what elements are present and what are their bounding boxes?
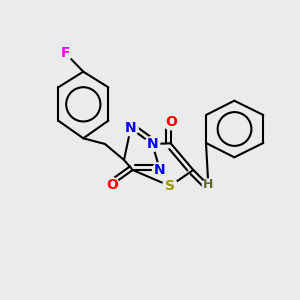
Circle shape — [163, 115, 178, 130]
Text: H: H — [203, 178, 214, 191]
Text: O: O — [106, 178, 118, 192]
Circle shape — [202, 179, 214, 191]
Circle shape — [104, 178, 119, 193]
Circle shape — [58, 45, 73, 60]
Text: O: O — [165, 115, 177, 129]
Circle shape — [152, 163, 167, 178]
Text: F: F — [60, 46, 70, 60]
Circle shape — [163, 178, 178, 194]
Circle shape — [145, 136, 160, 152]
Text: N: N — [125, 121, 136, 135]
Circle shape — [123, 121, 138, 136]
Text: S: S — [165, 179, 175, 193]
Text: N: N — [154, 163, 166, 177]
Text: N: N — [146, 137, 158, 151]
